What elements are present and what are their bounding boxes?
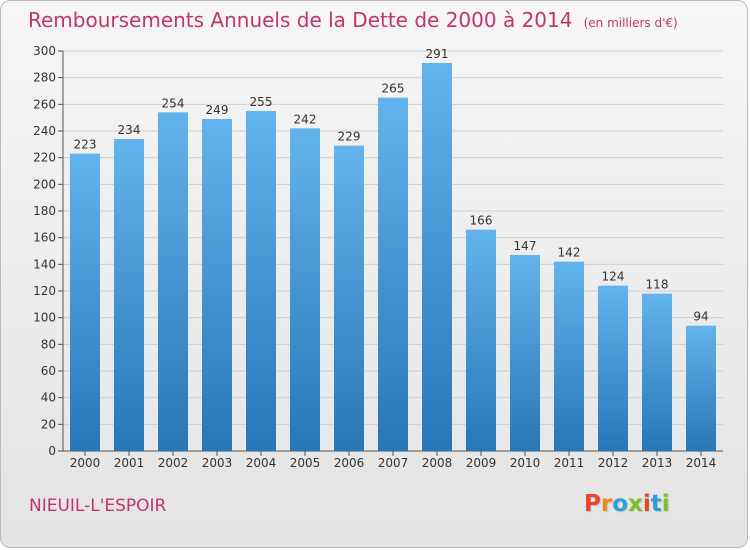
bar-2012 (598, 285, 628, 451)
bar-2003 (202, 119, 232, 451)
data-label: 142 (558, 246, 581, 260)
x-tick-label: 2001 (114, 456, 145, 470)
y-tick-label: 300 (33, 44, 56, 58)
x-tick-label: 2005 (290, 456, 321, 470)
bar-2011 (554, 261, 584, 451)
proxiti-logo: Proxiti (584, 491, 670, 517)
x-tick-label: 2011 (554, 456, 585, 470)
logo-letter: r (600, 491, 613, 517)
data-label: 166 (470, 214, 493, 228)
y-tick-label: 80 (41, 337, 56, 351)
bar-2010 (510, 255, 540, 451)
bar-2008 (422, 63, 452, 451)
logo-letter: o (612, 491, 629, 517)
logo-letter: t (650, 491, 662, 517)
bar-2007 (378, 97, 408, 452)
data-label: 94 (693, 310, 708, 324)
data-label: 291 (426, 47, 449, 61)
bar-2014 (686, 325, 716, 451)
x-tick-label: 2006 (334, 456, 365, 470)
y-tick-label: 200 (33, 177, 56, 191)
y-tick-label: 240 (33, 124, 56, 138)
y-tick-label: 280 (33, 71, 56, 85)
chart-header: Remboursements Annuels de la Dette de 20… (28, 8, 678, 32)
bar-2013 (642, 293, 672, 451)
chart-unit: (en milliers d'€) (583, 16, 678, 30)
bar-2000 (70, 153, 100, 451)
x-tick-label: 2000 (70, 456, 101, 470)
x-tick-label: 2008 (422, 456, 453, 470)
x-tick-label: 2014 (686, 456, 717, 470)
data-label: 249 (206, 103, 229, 117)
x-tick-label: 2012 (598, 456, 629, 470)
data-label: 265 (382, 82, 405, 96)
data-label: 124 (602, 270, 625, 284)
y-tick-label: 140 (33, 257, 56, 271)
data-label: 229 (338, 130, 361, 144)
x-tick-label: 2002 (158, 456, 189, 470)
logo-letter: i (642, 491, 651, 517)
bar-2002 (158, 112, 188, 451)
y-tick-label: 40 (41, 391, 56, 405)
logo-letter: i (661, 491, 670, 517)
y-tick-label: 160 (33, 231, 56, 245)
data-label: 234 (118, 123, 141, 137)
x-tick-label: 2009 (466, 456, 497, 470)
x-tick-label: 2010 (510, 456, 541, 470)
data-label: 118 (646, 278, 669, 292)
x-tick-label: 2003 (202, 456, 233, 470)
x-tick-label: 2007 (378, 456, 409, 470)
data-label: 223 (74, 138, 97, 152)
data-label: 254 (162, 96, 185, 110)
bar-2009 (466, 229, 496, 451)
y-tick-label: 60 (41, 364, 56, 378)
chart-title: Remboursements Annuels de la Dette de 20… (28, 8, 573, 32)
data-label: 242 (294, 112, 317, 126)
bar-2005 (290, 128, 320, 451)
y-tick-label: 0 (48, 444, 56, 458)
x-tick-label: 2013 (642, 456, 673, 470)
bar-2006 (334, 145, 364, 451)
y-tick-label: 20 (41, 417, 56, 431)
data-label: 147 (514, 239, 537, 253)
logo-letter: x (628, 491, 643, 517)
y-tick-label: 120 (33, 284, 56, 298)
bar-2001 (114, 139, 144, 451)
logo-letter: P (584, 491, 601, 517)
commune-name: NIEUIL-L'ESPOIR (29, 496, 167, 516)
y-tick-label: 100 (33, 311, 56, 325)
y-tick-label: 220 (33, 151, 56, 165)
x-tick-label: 2004 (246, 456, 277, 470)
bar-2004 (246, 111, 276, 451)
data-label: 255 (250, 95, 273, 109)
y-tick-label: 180 (33, 204, 56, 218)
y-tick-label: 260 (33, 97, 56, 111)
